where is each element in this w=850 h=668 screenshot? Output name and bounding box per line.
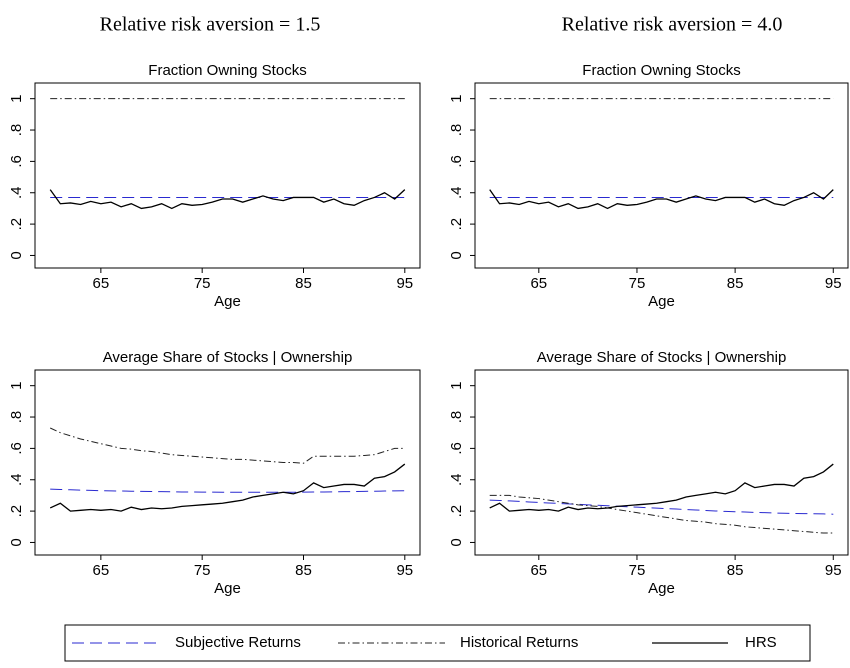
x-tick-label: 85: [727, 562, 744, 579]
x-tick-label: 95: [825, 562, 842, 579]
plot-frame: [474, 369, 849, 556]
chart-title: Average Share of Stocks | Ownership: [537, 349, 787, 366]
x-axis-label: Age: [648, 580, 675, 597]
x-tick-label: 65: [93, 562, 110, 579]
y-tick-label: .2: [8, 218, 25, 231]
y-tick-label: .8: [8, 411, 25, 424]
chart-title: Fraction Owning Stocks: [582, 62, 740, 79]
x-tick-label: 95: [396, 275, 413, 292]
y-tick-label: 0: [448, 251, 465, 259]
y-tick-label: .4: [448, 473, 465, 486]
y-tick-label: 1: [8, 382, 25, 390]
x-axis-label: Age: [214, 293, 241, 310]
y-tick-label: .4: [8, 473, 25, 486]
y-tick-label: 1: [448, 95, 465, 103]
y-tick-label: .4: [448, 186, 465, 199]
legend-label: HRS: [745, 634, 777, 651]
y-tick-label: .2: [448, 218, 465, 231]
x-axis-label: Age: [214, 580, 241, 597]
y-tick-label: .8: [448, 124, 465, 137]
y-tick-label: 0: [448, 538, 465, 546]
y-tick-label: .4: [8, 186, 25, 199]
x-tick-label: 95: [396, 562, 413, 579]
x-tick-label: 75: [194, 275, 211, 292]
y-tick-label: .2: [8, 505, 25, 518]
y-tick-label: 1: [8, 95, 25, 103]
y-tick-label: 0: [8, 538, 25, 546]
y-tick-label: 0: [8, 251, 25, 259]
x-tick-label: 65: [530, 275, 547, 292]
legend-box: [64, 624, 811, 662]
legend-label: Subjective Returns: [175, 634, 301, 651]
x-tick-label: 95: [825, 275, 842, 292]
series-line: [49, 427, 405, 464]
series-line: [49, 189, 406, 210]
plot-frame: [34, 82, 421, 269]
x-tick-label: 85: [295, 562, 312, 579]
x-tick-label: 75: [629, 562, 646, 579]
y-tick-label: .8: [8, 124, 25, 137]
column-title: Relative risk aversion = 4.0: [562, 14, 783, 36]
series-line: [489, 494, 834, 534]
y-tick-label: 1: [448, 382, 465, 390]
chart-title: Average Share of Stocks | Ownership: [103, 349, 353, 366]
x-tick-label: 65: [93, 275, 110, 292]
y-tick-label: .6: [448, 442, 465, 455]
column-title: Relative risk aversion = 1.5: [100, 14, 321, 36]
x-tick-label: 85: [727, 275, 744, 292]
x-axis-label: Age: [648, 293, 675, 310]
series-line: [489, 463, 834, 512]
series-line: [50, 488, 405, 493]
x-tick-label: 65: [530, 562, 547, 579]
y-tick-label: .6: [8, 442, 25, 455]
series-line: [489, 189, 834, 210]
legend-label: Historical Returns: [460, 634, 578, 651]
plot-frame: [474, 82, 849, 269]
x-tick-label: 85: [295, 275, 312, 292]
chart-title: Fraction Owning Stocks: [148, 62, 306, 79]
series-line: [49, 463, 406, 512]
x-tick-label: 75: [629, 275, 646, 292]
y-tick-label: .2: [448, 505, 465, 518]
x-tick-label: 75: [194, 562, 211, 579]
y-tick-label: .8: [448, 411, 465, 424]
y-tick-label: .6: [448, 155, 465, 168]
series-line: [489, 499, 834, 515]
y-tick-label: .6: [8, 155, 25, 168]
plot-frame: [34, 369, 421, 556]
